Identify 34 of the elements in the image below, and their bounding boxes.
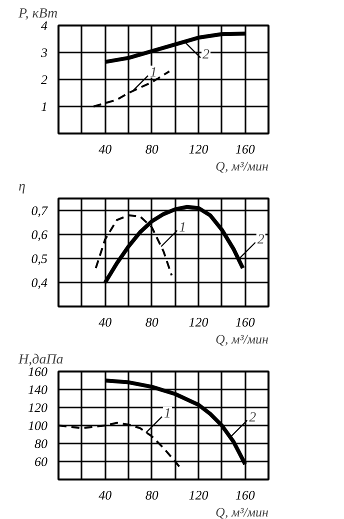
x-tick-label: 160	[235, 314, 256, 330]
x-tick-label: 120	[188, 314, 209, 330]
x-tick-label: 80	[145, 314, 159, 330]
y-tick-label: 100	[28, 418, 48, 433]
y-tick-label: 0,7	[31, 203, 48, 218]
y-tick-label: 80	[34, 436, 48, 451]
x-tick-label: 160	[235, 488, 256, 502]
annotation: 1	[164, 406, 171, 422]
annotation: 2	[202, 48, 210, 63]
y-tick-label: 60	[34, 454, 48, 469]
x-axis-title: Q, м³/мин	[216, 158, 269, 174]
y-axis-title: η	[18, 180, 26, 194]
x-tick-label: 80	[145, 488, 159, 502]
x-tick-label: 160	[235, 142, 256, 156]
annotation: 1	[150, 66, 157, 81]
y-tick-label: 0,6	[31, 227, 48, 242]
x-tick-label: 80	[145, 142, 159, 156]
y-tick-label: 140	[28, 382, 48, 397]
annotation: 2	[257, 232, 264, 248]
y-tick-label: 3	[40, 45, 48, 60]
y-tick-label: 2	[41, 72, 48, 87]
y-tick-label: 120	[28, 400, 48, 415]
x-axis-title: Q, м³/мин	[216, 332, 269, 346]
x-axis-title: Q, м³/мин	[216, 504, 269, 519]
x-tick-label: 40	[98, 314, 112, 330]
x-tick-label: 120	[188, 142, 209, 156]
x-tick-label: 40	[98, 488, 112, 502]
x-tick-label: 40	[98, 142, 112, 156]
y-tick-label: 0,5	[31, 251, 48, 266]
y-tick-label: 1	[41, 99, 48, 114]
annotation: 1	[179, 220, 186, 236]
y-tick-label: 0,4	[31, 275, 48, 290]
x-tick-label: 120	[188, 488, 209, 502]
annotation: 2	[249, 410, 256, 426]
